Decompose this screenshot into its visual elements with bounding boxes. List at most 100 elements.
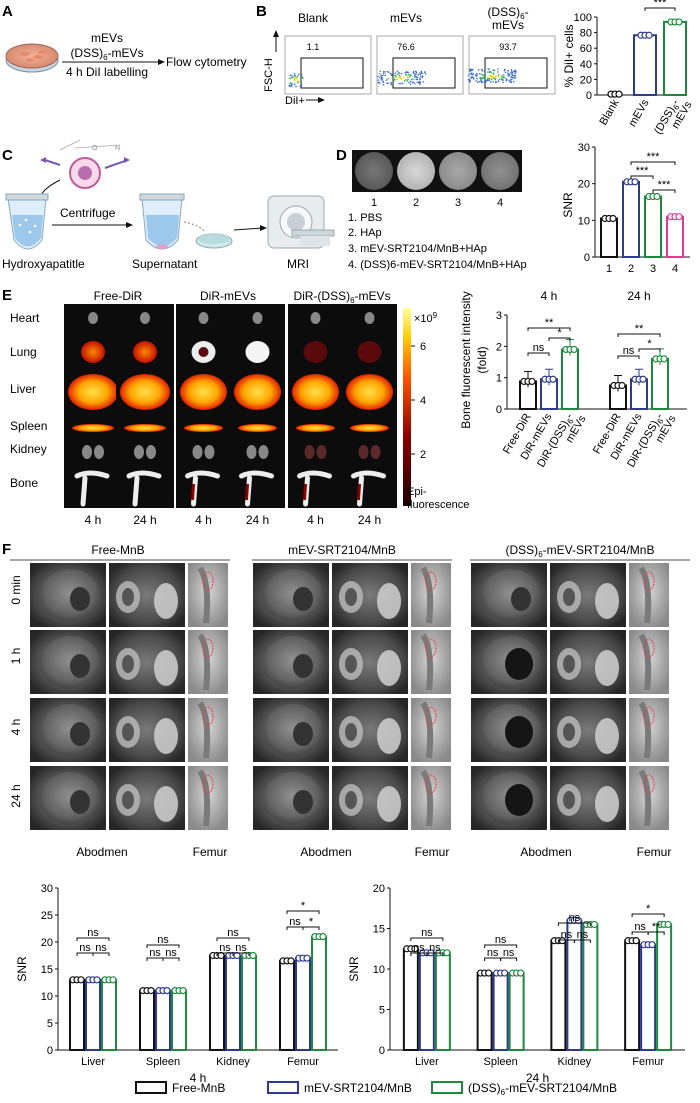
group-dir-mevs: DiR-mEVs xyxy=(200,289,256,303)
mri-roi-marker xyxy=(202,571,214,591)
mri-roi-marker xyxy=(202,706,214,726)
chart-e-sig-bracket xyxy=(527,352,550,356)
chart-b-tick-label: 80 xyxy=(580,28,592,40)
flow-event xyxy=(419,73,422,76)
chart-f1-bar xyxy=(85,978,101,1051)
organ-kidney-shape xyxy=(134,445,144,459)
flow-event xyxy=(512,80,515,83)
chart-f2-bar xyxy=(492,972,509,1051)
legend-hap: 2. HAp xyxy=(348,227,382,239)
flow-event xyxy=(503,68,506,71)
legend-free-mnb: Free-MnB xyxy=(172,1081,225,1095)
chart-f2-ylabel: SNR xyxy=(347,956,361,982)
organ-lung-shape xyxy=(133,341,157,363)
flow-event xyxy=(384,71,387,73)
group-dir-dss-mevs: DiR-(DSS)6-mEVs xyxy=(293,289,390,305)
flow-event xyxy=(406,71,408,74)
flow-event xyxy=(497,75,500,77)
legend-dss-mev: (DSS)6-mEV-SRT2104/MnB xyxy=(468,1081,617,1097)
mri-abdomen-organ xyxy=(293,587,313,611)
chart-e-group-title: 4 h xyxy=(541,289,558,303)
chart-d-sig: *** xyxy=(636,165,650,177)
chart-e-sig-bracket xyxy=(617,333,661,337)
flow-event xyxy=(379,70,381,72)
chart-b-tick-label: 60 xyxy=(580,43,592,55)
flow-event xyxy=(289,74,292,77)
chart-f2-point xyxy=(664,920,672,929)
chart-d-tick-label: 30 xyxy=(578,142,590,154)
organ-kidney-shape xyxy=(146,445,156,459)
flow-event xyxy=(492,81,494,83)
chart-f2-bar xyxy=(434,951,451,1051)
flow-event xyxy=(511,74,513,77)
chart-d-point xyxy=(675,213,683,221)
flow-event xyxy=(474,74,477,76)
chart-e-point xyxy=(570,345,578,354)
chart-e-ylabel: (fold) xyxy=(475,346,489,373)
flow-plot-blank xyxy=(284,35,372,95)
chart-f2-sig-bracket xyxy=(484,944,518,948)
chart-f1-xlabel: Liver xyxy=(81,1056,105,1068)
flow-event xyxy=(505,79,508,82)
chart-f2-tick-label: 0 xyxy=(379,1045,385,1057)
flow-event xyxy=(497,80,500,82)
flow-event xyxy=(378,81,381,84)
chart-f2-sig-bracket xyxy=(426,952,444,956)
flow-event xyxy=(490,78,493,81)
flow-event xyxy=(477,69,480,71)
panel-letter-c: C xyxy=(2,147,13,164)
mri-abdomen-dark-lesion xyxy=(505,648,533,680)
mri-abdomen-organ xyxy=(70,790,90,814)
flow-event xyxy=(412,71,415,74)
flow-event xyxy=(491,74,494,77)
legend-swatch-dss-mev xyxy=(431,1081,463,1094)
f-row-1h: 1 h xyxy=(9,648,23,665)
flow-event xyxy=(493,77,496,80)
label-centrifuge: Centrifuge xyxy=(60,206,116,220)
flow-event xyxy=(421,76,424,79)
flow-event xyxy=(407,74,410,76)
legend-mev-hap: 3. mEV-SRT2104/MnB+HAp xyxy=(348,243,487,255)
flow-event xyxy=(497,68,499,70)
mri-roi-marker xyxy=(643,706,655,726)
flow-event xyxy=(419,81,421,84)
flow-plot-mevs xyxy=(376,35,464,95)
organ-liver-shape xyxy=(346,374,393,410)
chart-f2-sig: ns xyxy=(429,942,441,954)
mri-roi-marker xyxy=(425,774,437,794)
flow-event xyxy=(472,68,474,71)
flow-event xyxy=(392,80,395,82)
flow-event xyxy=(470,68,473,71)
flow-event xyxy=(300,83,303,86)
flow-event xyxy=(419,78,421,81)
chart-f2-sig-bracket xyxy=(647,931,665,935)
flow-event xyxy=(514,72,517,75)
flow-event xyxy=(507,72,509,74)
mri-roi-marker xyxy=(425,571,437,591)
chart-f2-sig: * xyxy=(646,903,651,915)
flow-event xyxy=(476,72,478,75)
flow-event xyxy=(421,75,424,77)
mri-abdomen-1-body xyxy=(40,704,100,756)
mri-abdomen-organ xyxy=(293,790,313,814)
chart-f1-bar xyxy=(155,989,171,1051)
flow-event xyxy=(291,82,293,84)
flow-event xyxy=(414,70,417,73)
panel-f-images: Free-MnB mEV-SRT2104/MnB (DSS)6-mEV-SRT2… xyxy=(9,543,690,859)
mri-kidney-core xyxy=(345,655,357,673)
chart-f1-sig: ns xyxy=(219,942,231,954)
flow-event xyxy=(299,85,302,87)
flow-event xyxy=(470,77,473,79)
organ-kidney-shape xyxy=(192,445,203,459)
flow-event xyxy=(478,72,481,75)
panel-letter-b: B xyxy=(256,3,267,20)
chart-e-point xyxy=(660,355,668,363)
mri-kidney-right xyxy=(377,583,401,619)
flow-event xyxy=(508,75,510,77)
flow-event xyxy=(400,82,402,85)
flow-event xyxy=(483,70,486,72)
organ-kidney-shape xyxy=(246,445,257,459)
flow-event xyxy=(424,73,427,75)
chart-f2-tick-label: 20 xyxy=(373,883,385,895)
